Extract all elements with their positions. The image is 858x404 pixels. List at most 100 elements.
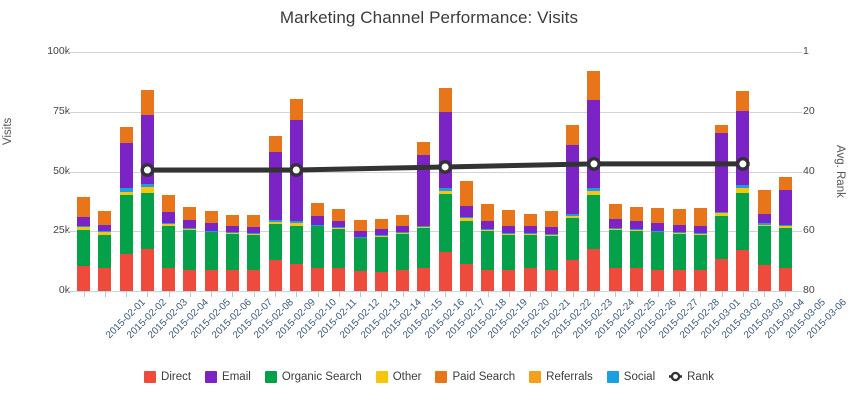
bar-segment[interactable] — [77, 217, 91, 226]
bar-segment[interactable] — [183, 230, 197, 270]
bar-stack[interactable] — [566, 52, 580, 291]
bar-segment[interactable] — [268, 219, 282, 222]
bar-segment[interactable] — [225, 231, 239, 233]
bar-segment[interactable] — [374, 271, 388, 291]
bar-segment[interactable] — [77, 226, 91, 231]
bar-segment[interactable] — [162, 226, 176, 269]
bar-segment[interactable] — [502, 232, 516, 234]
bar-segment[interactable] — [502, 210, 516, 226]
bar-segment[interactable] — [98, 230, 112, 232]
bar-segment[interactable] — [268, 259, 282, 291]
bar-segment[interactable] — [225, 232, 239, 234]
bar-segment[interactable] — [672, 233, 686, 270]
bar-segment[interactable] — [693, 225, 707, 233]
bar-segment[interactable] — [502, 234, 516, 270]
bar-segment[interactable] — [396, 269, 410, 291]
bar-segment[interactable] — [757, 189, 771, 214]
bar-segment[interactable] — [757, 224, 771, 227]
bar-segment[interactable] — [162, 195, 176, 213]
bar-segment[interactable] — [481, 204, 495, 221]
bar-stack[interactable] — [332, 52, 346, 291]
bar-segment[interactable] — [417, 268, 431, 291]
bar-segment[interactable] — [693, 232, 707, 234]
bar-segment[interactable] — [311, 224, 325, 226]
bar-segment[interactable] — [672, 224, 686, 232]
bar-stack[interactable] — [396, 52, 410, 291]
bar-segment[interactable] — [736, 185, 750, 189]
bar-segment[interactable] — [502, 225, 516, 233]
bar-segment[interactable] — [566, 259, 580, 291]
bar-segment[interactable] — [140, 187, 154, 194]
bar-stack[interactable] — [417, 52, 431, 291]
bar-segment[interactable] — [544, 226, 558, 235]
bar-segment[interactable] — [204, 232, 218, 270]
bar-segment[interactable] — [715, 213, 729, 216]
bar-segment[interactable] — [651, 207, 665, 224]
bar-segment[interactable] — [396, 231, 410, 233]
bar-stack[interactable] — [715, 52, 729, 291]
bar-segment[interactable] — [119, 188, 133, 192]
bar-segment[interactable] — [630, 268, 643, 291]
bar-segment[interactable] — [438, 111, 452, 189]
bar-segment[interactable] — [119, 195, 133, 254]
legend-item[interactable]: Paid Search — [435, 370, 515, 383]
bar-segment[interactable] — [587, 249, 601, 291]
bar-stack[interactable] — [481, 52, 495, 291]
bar-segment[interactable] — [693, 207, 707, 226]
bar-segment[interactable] — [140, 114, 154, 185]
bar-segment[interactable] — [332, 227, 346, 229]
bar-segment[interactable] — [630, 229, 643, 231]
bar-segment[interactable] — [502, 233, 516, 235]
bar-segment[interactable] — [523, 213, 537, 226]
bar-segment[interactable] — [715, 211, 729, 214]
bar-segment[interactable] — [778, 225, 792, 228]
bar-segment[interactable] — [332, 209, 346, 221]
bar-segment[interactable] — [778, 268, 792, 291]
bar-segment[interactable] — [523, 225, 537, 233]
bar-segment[interactable] — [736, 193, 750, 251]
bar-segment[interactable] — [566, 214, 580, 216]
bar-segment[interactable] — [715, 124, 729, 134]
bar-segment[interactable] — [630, 206, 643, 221]
bar-segment[interactable] — [289, 119, 303, 222]
bar-segment[interactable] — [715, 258, 729, 291]
bar-segment[interactable] — [119, 127, 133, 143]
bar-segment[interactable] — [289, 99, 303, 120]
bar-stack[interactable] — [140, 52, 154, 291]
bar-segment[interactable] — [183, 206, 197, 220]
bar-stack[interactable] — [736, 52, 750, 291]
bar-segment[interactable] — [183, 228, 197, 229]
bar-stack[interactable] — [353, 52, 367, 291]
bar-segment[interactable] — [374, 218, 388, 230]
bar-stack[interactable] — [183, 52, 197, 291]
bar-segment[interactable] — [778, 227, 792, 269]
bar-segment[interactable] — [162, 224, 176, 227]
bar-segment[interactable] — [332, 228, 346, 269]
bar-segment[interactable] — [268, 136, 282, 152]
bar-stack[interactable] — [162, 52, 176, 291]
bar-segment[interactable] — [651, 269, 665, 291]
bar-segment[interactable] — [481, 231, 495, 270]
bar-segment[interactable] — [332, 226, 346, 228]
bar-segment[interactable] — [459, 181, 473, 207]
bar-stack[interactable] — [438, 52, 452, 291]
bar-segment[interactable] — [481, 229, 495, 231]
bar-segment[interactable] — [311, 226, 325, 269]
bar-segment[interactable] — [332, 268, 346, 291]
bar-segment[interactable] — [778, 189, 792, 225]
bar-segment[interactable] — [247, 269, 261, 291]
bar-stack[interactable] — [247, 52, 261, 291]
bar-stack[interactable] — [630, 52, 643, 291]
bar-stack[interactable] — [778, 52, 792, 291]
bar-segment[interactable] — [225, 233, 239, 270]
bar-segment[interactable] — [544, 269, 558, 291]
bar-segment[interactable] — [544, 236, 558, 270]
bar-segment[interactable] — [438, 251, 452, 291]
bar-segment[interactable] — [183, 219, 197, 229]
bar-segment[interactable] — [587, 195, 601, 250]
bar-stack[interactable] — [651, 52, 665, 291]
bar-segment[interactable] — [289, 263, 303, 291]
bar-stack[interactable] — [672, 52, 686, 291]
bar-segment[interactable] — [119, 142, 133, 189]
bar-segment[interactable] — [608, 218, 622, 229]
